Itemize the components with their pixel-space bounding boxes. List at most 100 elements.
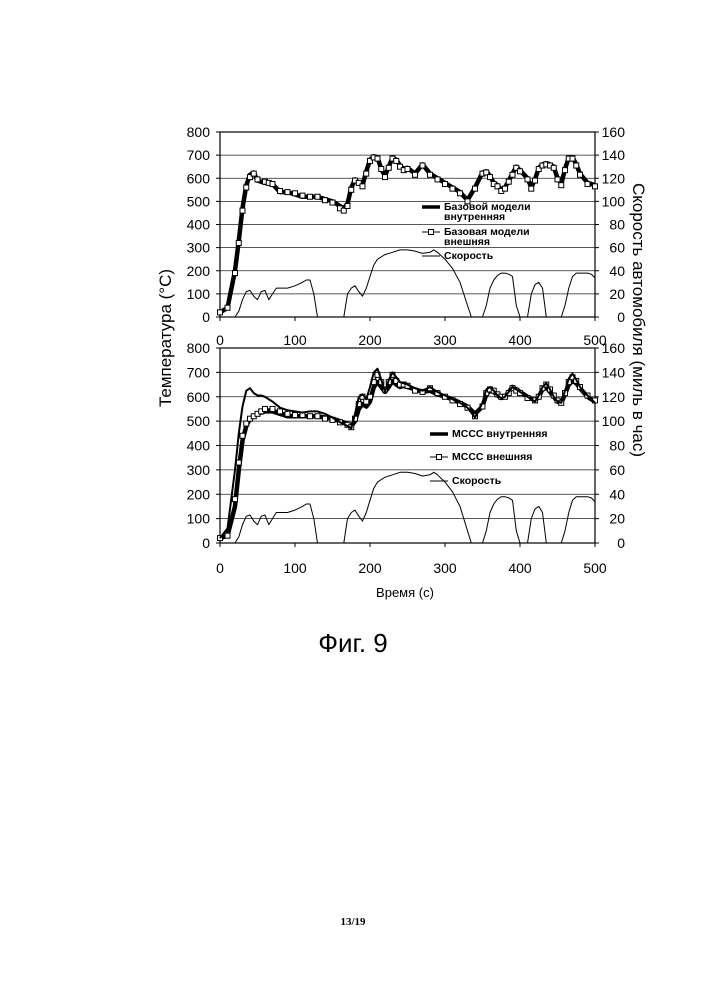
y-tick-label: 800 bbox=[187, 340, 211, 356]
series-marker bbox=[251, 171, 256, 176]
series-marker bbox=[529, 186, 534, 191]
y2-tick-label: 100 bbox=[602, 193, 626, 209]
y2-tick-label: 20 bbox=[609, 286, 625, 302]
series-marker bbox=[510, 172, 515, 177]
series-marker bbox=[270, 182, 275, 187]
y-tick-label: 300 bbox=[187, 462, 211, 478]
y2-tick-label: 120 bbox=[602, 170, 626, 186]
series-marker bbox=[360, 184, 365, 189]
y-tick-label: 0 bbox=[202, 535, 210, 551]
x-tick-label: 400 bbox=[508, 332, 532, 348]
series-marker bbox=[244, 421, 249, 426]
legend-marker bbox=[437, 455, 442, 460]
x-axis-label: Время (с) bbox=[376, 585, 434, 600]
y-tick-label: 100 bbox=[187, 511, 211, 527]
series-marker bbox=[308, 194, 313, 199]
top-chart-panel: 0100200300400500600700800020406080100120… bbox=[187, 124, 626, 348]
series-marker bbox=[525, 177, 530, 182]
y2-tick-label: 140 bbox=[602, 364, 626, 380]
series-marker bbox=[285, 411, 290, 416]
series-marker bbox=[593, 184, 598, 189]
series-marker bbox=[379, 167, 384, 172]
series-marker bbox=[443, 182, 448, 187]
y2-tick-label: 120 bbox=[602, 389, 626, 405]
legend-label: МССС внутренняя bbox=[452, 428, 548, 440]
y2-tick-label: 0 bbox=[617, 309, 625, 325]
y2-tick-label: 20 bbox=[609, 511, 625, 527]
series-marker bbox=[278, 409, 283, 414]
series-marker bbox=[413, 172, 418, 177]
y2-tick-label: 0 bbox=[617, 535, 625, 551]
series-marker bbox=[315, 194, 320, 199]
y2-tick-label: 80 bbox=[609, 438, 625, 454]
series-marker bbox=[559, 183, 564, 188]
x-tick-label: 300 bbox=[433, 560, 457, 576]
y-tick-label: 100 bbox=[187, 286, 211, 302]
series-marker bbox=[574, 163, 579, 168]
series-marker bbox=[323, 416, 328, 421]
x-tick-label: 500 bbox=[583, 560, 607, 576]
series-marker bbox=[364, 171, 369, 176]
series-marker bbox=[315, 414, 320, 419]
series-marker bbox=[278, 188, 283, 193]
x-tick-label: 200 bbox=[358, 332, 382, 348]
y-tick-label: 500 bbox=[187, 193, 211, 209]
series-marker bbox=[240, 208, 245, 213]
series-marker bbox=[488, 175, 493, 180]
legend-label: Скорость bbox=[444, 250, 494, 262]
y-tick-label: 600 bbox=[187, 389, 211, 405]
x-tick-label: 400 bbox=[508, 560, 532, 576]
legend-label: внешняя bbox=[444, 236, 490, 248]
series-marker bbox=[394, 158, 399, 163]
series-marker bbox=[435, 177, 440, 182]
series-marker bbox=[450, 186, 455, 191]
y-tick-label: 400 bbox=[187, 438, 211, 454]
x-tick-label: 0 bbox=[216, 560, 224, 576]
series-marker bbox=[578, 172, 583, 177]
series-marker bbox=[503, 186, 508, 191]
y2-tick-label: 140 bbox=[602, 147, 626, 163]
y-tick-label: 600 bbox=[187, 170, 211, 186]
series-marker bbox=[255, 177, 260, 182]
x-tick-label: 100 bbox=[283, 560, 307, 576]
series-marker bbox=[533, 178, 538, 183]
y2-tick-label: 40 bbox=[609, 263, 625, 279]
series-marker bbox=[323, 198, 328, 203]
series-marker bbox=[585, 182, 590, 187]
y-tick-label: 700 bbox=[187, 364, 211, 380]
series-line bbox=[220, 157, 595, 312]
series-marker bbox=[293, 191, 298, 196]
series-marker bbox=[386, 165, 391, 170]
series-marker bbox=[570, 156, 575, 161]
series-marker bbox=[236, 460, 241, 465]
y2-tick-label: 160 bbox=[602, 124, 626, 140]
page-number: 13/19 bbox=[0, 916, 706, 928]
legend-marker bbox=[429, 230, 434, 235]
series-marker bbox=[465, 199, 470, 204]
x-tick-label: 200 bbox=[358, 560, 382, 576]
series-marker bbox=[240, 433, 245, 438]
legend-label: Скорость bbox=[452, 475, 502, 487]
series-marker bbox=[218, 310, 223, 315]
y2-tick-label: 40 bbox=[609, 486, 625, 502]
legend-label: внутренняя bbox=[444, 211, 505, 223]
legend-label: МССС внешняя bbox=[452, 451, 532, 463]
y-tick-label: 300 bbox=[187, 240, 211, 256]
series-marker bbox=[233, 271, 238, 276]
series-marker bbox=[405, 167, 410, 172]
y-tick-label: 500 bbox=[187, 413, 211, 429]
series-marker bbox=[225, 533, 230, 538]
series-marker bbox=[563, 168, 568, 173]
y-tick-label: 0 bbox=[202, 309, 210, 325]
y-tick-label: 700 bbox=[187, 147, 211, 163]
series-marker bbox=[473, 186, 478, 191]
y2-tick-label: 60 bbox=[609, 462, 625, 478]
series-marker bbox=[345, 204, 350, 209]
bottom-chart-panel: 0 100 200 300 400 500 600 700 800 0 20 40 60 80 100 120… bbox=[187, 340, 626, 576]
series-marker bbox=[330, 200, 335, 205]
y-tick-label: 200 bbox=[187, 486, 211, 502]
y2-tick-label: 60 bbox=[609, 240, 625, 256]
series-marker bbox=[285, 190, 290, 195]
series-marker bbox=[244, 185, 249, 190]
